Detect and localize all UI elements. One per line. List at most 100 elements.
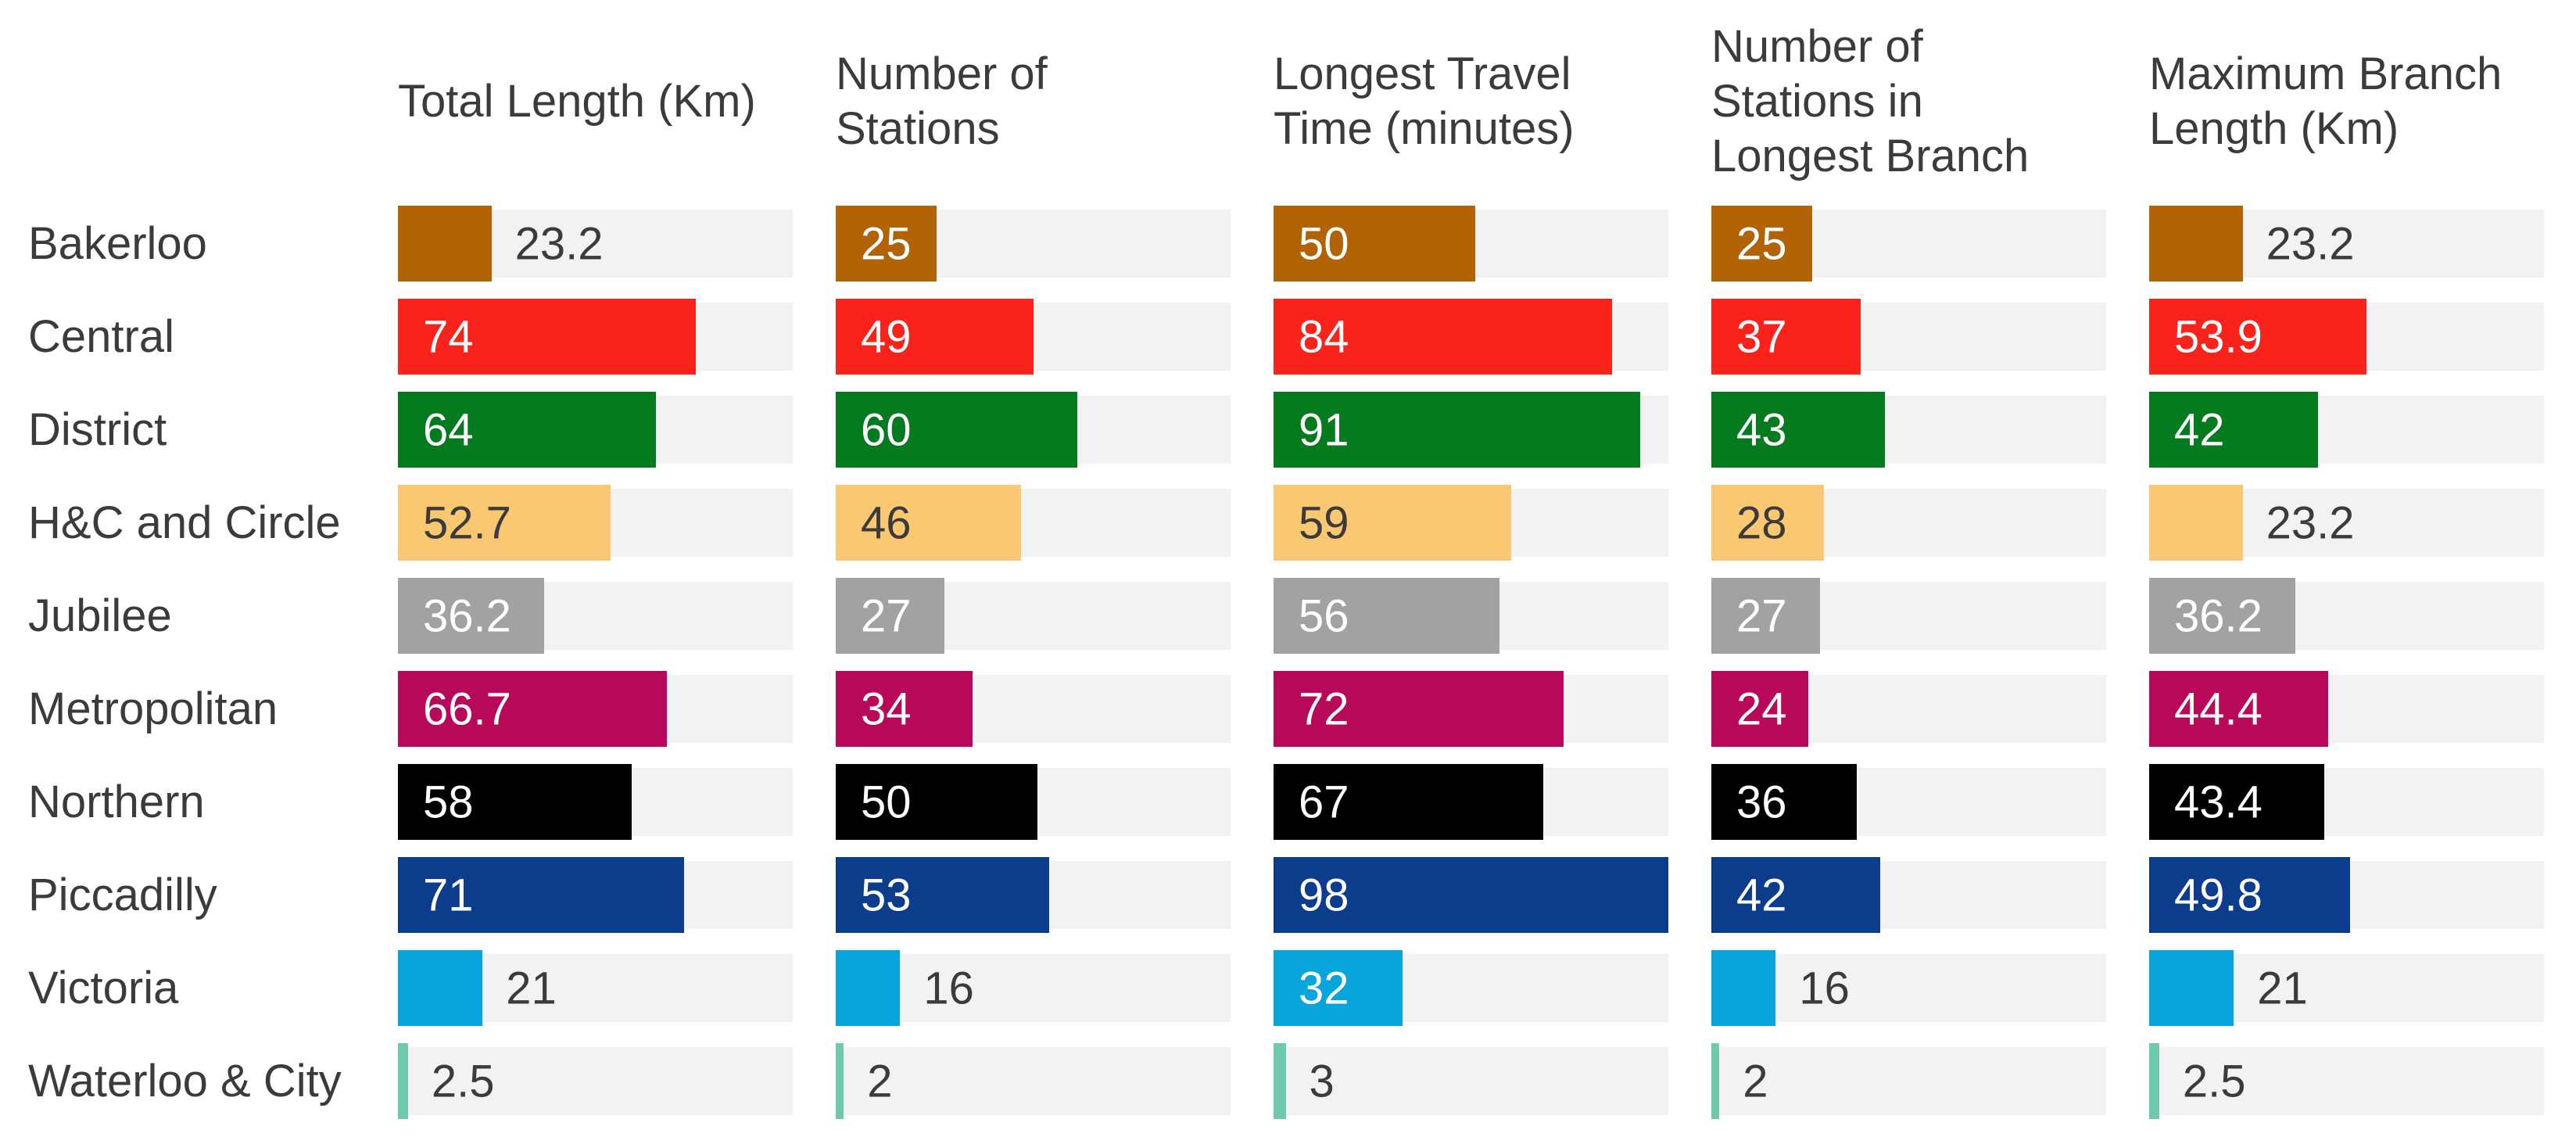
bar: [1711, 206, 1812, 282]
bar: [836, 299, 1034, 375]
bar: [398, 392, 656, 468]
row-label: Waterloo & City: [28, 1056, 342, 1107]
header-total-length: Total Length (Km): [398, 76, 756, 127]
bar-value-label: 37: [1736, 311, 1787, 362]
bar: [1711, 764, 1857, 840]
bar-value-label: 2.5: [2182, 1056, 2246, 1107]
bar: [398, 578, 544, 654]
bar: [836, 485, 1021, 561]
bar-value-label: 32: [1299, 963, 1349, 1013]
bar: [836, 578, 945, 654]
header-stations-longest-branch: Number of Stations in Longest Branch: [1711, 21, 2030, 181]
bar: [836, 857, 1050, 933]
table-row: Bakerloo 23.2 25 50 25 23.2: [0, 197, 2576, 290]
table-row: District 64 60 91 43 42: [0, 383, 2576, 476]
row-label: Northern: [28, 777, 205, 827]
bar-value-label: 24: [1736, 683, 1787, 734]
bar-value-label: 66.7: [423, 683, 511, 734]
bar-value-label: 28: [1736, 497, 1787, 548]
row-label: Metropolitan: [28, 683, 278, 734]
bar-value-label: 53.9: [2174, 311, 2263, 362]
bar-cell: 16: [836, 942, 1231, 1035]
bar-cell: 27: [836, 569, 1231, 662]
table-row: Jubilee 36.2 27 56 27 36.2: [0, 569, 2576, 662]
bar-value-label: 84: [1299, 311, 1349, 362]
bar-value-label: 49.8: [2174, 870, 2263, 920]
bar: [836, 206, 937, 282]
bar: [1274, 950, 1403, 1026]
bar: [1711, 485, 1825, 561]
bar-value-label: 3: [1309, 1056, 1335, 1107]
table-row: Northern 58 50 67 36 43.4: [0, 755, 2576, 848]
bar-cell: 72: [1274, 662, 1668, 755]
bar: [2149, 1043, 2159, 1119]
bar-cell: 25: [1711, 197, 2106, 290]
bar-track: [836, 1047, 1231, 1115]
bar-value-label: 43.4: [2174, 777, 2263, 827]
bar-cell: 42: [1711, 848, 2106, 942]
bar: [398, 1043, 408, 1119]
bar-value-label: 52.7: [423, 497, 511, 548]
row-label: Piccadilly: [28, 870, 217, 920]
table-row: Piccadilly 71 53 98 42 49.8: [0, 848, 2576, 942]
bar: [398, 950, 483, 1026]
bar-value-label: 36: [1736, 777, 1787, 827]
bar: [1274, 485, 1511, 561]
bar-track: [836, 954, 1231, 1022]
bar-cell: 23.2: [398, 197, 793, 290]
bar-cell: 50: [1274, 197, 1668, 290]
row-label: Central: [28, 311, 174, 362]
row-label: District: [28, 404, 167, 455]
bar-track: [1711, 954, 2106, 1022]
bar: [1711, 299, 1861, 375]
bar-cell: 28: [1711, 476, 2106, 569]
bar: [1711, 578, 1821, 654]
bar-value-label: 27: [1736, 590, 1787, 641]
bar-value-label: 2: [1743, 1056, 1768, 1107]
bar: [1711, 1043, 1720, 1119]
bar: [1274, 392, 1640, 468]
bar-cell: 84: [1274, 290, 1668, 383]
bar: [2149, 671, 2328, 747]
bar-cell: 74: [398, 290, 793, 383]
bar-value-label: 98: [1299, 870, 1349, 920]
bar: [836, 671, 973, 747]
bar: [1274, 578, 1499, 654]
bar-value-label: 60: [861, 404, 912, 455]
bar: [836, 764, 1037, 840]
bar-value-label: 36.2: [423, 590, 511, 641]
bar-value-label: 43: [1736, 404, 1787, 455]
bar-cell: 24: [1711, 662, 2106, 755]
table-row: H&C and Circle 52.7 46 59 28 23.2: [0, 476, 2576, 569]
bar: [1711, 857, 1881, 933]
bar-value-label: 64: [423, 404, 474, 455]
bar-cell: 21: [398, 942, 793, 1035]
bar-cell: 60: [836, 383, 1231, 476]
bar-value-label: 53: [861, 870, 912, 920]
table-row: Victoria 21 16 32 16 21: [0, 942, 2576, 1035]
bar: [836, 950, 901, 1026]
bar: [398, 764, 632, 840]
bar-cell: 56: [1274, 569, 1668, 662]
bar-value-label: 34: [861, 683, 912, 734]
column-headers: Total Length (Km) Number of Stations Lon…: [0, 6, 2576, 197]
bar-value-label: 25: [861, 218, 912, 269]
table-row: Waterloo & City 2.5 2 3 2 2.5: [0, 1035, 2576, 1128]
bar: [1274, 206, 1475, 282]
bar-value-label: 16: [923, 963, 974, 1013]
bar-value-label: 91: [1299, 404, 1349, 455]
bar-cell: 64: [398, 383, 793, 476]
bar-value-label: 46: [861, 497, 912, 548]
table-row: Central 74 49 84 37 53.9: [0, 290, 2576, 383]
bar-value-label: 23.2: [2266, 218, 2355, 269]
bar-cell: 59: [1274, 476, 1668, 569]
bar: [1274, 857, 1668, 933]
bar: [1274, 1043, 1286, 1119]
bar-cell: 2: [1711, 1035, 2106, 1128]
bar: [1711, 392, 1885, 468]
header-max-branch-length: Maximum Branch Length (Km): [2149, 48, 2503, 154]
bar-track: [1274, 1047, 1668, 1115]
bar-cell: 98: [1274, 848, 1668, 942]
header-number-of-stations: Number of Stations: [836, 48, 1048, 154]
bar-value-label: 49: [861, 311, 912, 362]
